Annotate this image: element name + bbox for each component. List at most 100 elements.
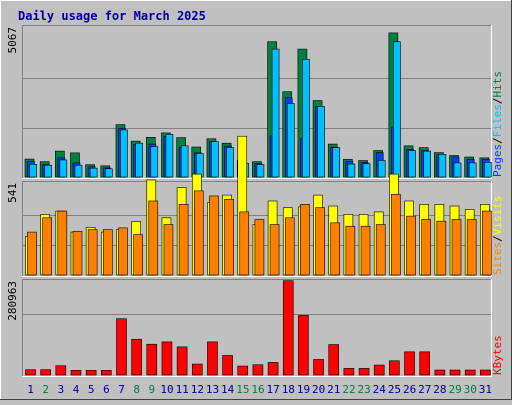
- day-label-5: 5: [88, 383, 95, 396]
- chart-title: Daily usage for March 2025: [18, 9, 206, 23]
- kbytes-bar-day-5: [85, 370, 97, 376]
- day-label-29: 29: [448, 383, 461, 396]
- top-legend: Pages/Files/Hits: [491, 71, 504, 177]
- files-bar-day-9: [150, 146, 159, 178]
- sites-bar-day-11: [178, 204, 189, 276]
- sites-bar-day-2: [42, 217, 52, 276]
- sites-bar-day-6: [103, 229, 113, 276]
- day-label-13: 13: [206, 383, 219, 396]
- kbytes-bar-day-21: [328, 344, 340, 376]
- kbytes-bar-day-29: [449, 369, 461, 376]
- day-label-2: 2: [42, 383, 49, 396]
- bot-legend-kbytes: KBytes: [491, 335, 504, 375]
- files-bar-day-5: [89, 167, 98, 178]
- kbytes-bar-day-7: [116, 318, 127, 376]
- kbytes-bar-day-20: [313, 359, 324, 376]
- sites-bar-day-26: [406, 215, 416, 276]
- kbytes-bar-day-25: [389, 360, 400, 376]
- kbytes-bar-day-24: [373, 364, 385, 376]
- sites-bar-day-22: [345, 225, 356, 276]
- files-bar-day-16: [256, 164, 265, 178]
- top-legend-pages: Pages: [491, 144, 504, 177]
- files-bar-day-14: [226, 147, 234, 178]
- kbytes-bar-day-31: [480, 369, 491, 376]
- day-axis-labels: 1 2 3 4 5 6 7 8 9 10 11 12 13 14 15 16 17 18 19 20 21 22 23 24 2…: [27, 383, 492, 396]
- kbytes-bar-day-16: [252, 364, 264, 376]
- day-label-20: 20: [312, 383, 325, 396]
- sites-bar-day-24: [375, 224, 386, 276]
- kbytes-bar-day-28: [434, 369, 446, 376]
- files-bar-day-20: [317, 106, 325, 178]
- files-bar-day-7: [120, 129, 128, 178]
- sites-bar-day-28: [436, 220, 447, 276]
- day-label-22: 22: [342, 383, 355, 396]
- sites-bar-day-10: [163, 224, 174, 276]
- sites-bar-day-18: [284, 217, 295, 276]
- top-bars: [24, 32, 492, 178]
- sites-bar-day-9: [148, 200, 159, 276]
- files-bar-day-13: [211, 141, 219, 178]
- kbytes-bar-day-13: [207, 341, 218, 376]
- sites-bar-day-13: [209, 195, 219, 276]
- files-bar-day-3: [59, 159, 68, 178]
- sites-bar-day-19: [300, 204, 310, 276]
- files-bar-day-1: [29, 164, 37, 178]
- day-label-6: 6: [103, 383, 110, 396]
- top-legend-separator: /: [491, 98, 504, 105]
- kbytes-bar-day-3: [55, 365, 67, 376]
- day-label-17: 17: [267, 383, 280, 396]
- mid-bars: [25, 135, 492, 276]
- kbytes-bar-day-4: [70, 370, 82, 376]
- files-bar-day-25: [393, 41, 401, 178]
- files-bar-day-18: [286, 103, 295, 178]
- kbytes-bar-day-10: [161, 341, 173, 376]
- day-label-9: 9: [149, 383, 156, 396]
- sites-bar-day-4: [72, 230, 83, 276]
- files-bar-day-21: [332, 147, 341, 178]
- files-bar-day-31: [484, 161, 492, 178]
- kbytes-bar-day-23: [358, 368, 370, 376]
- panels: 5067Pages/Files/Hits541Sites/Visits28096…: [6, 25, 504, 377]
- sites-bar-day-7: [118, 227, 128, 276]
- mid-legend: Sites/Visits: [491, 196, 504, 276]
- kbytes-bar-day-30: [464, 369, 476, 376]
- day-label-15: 15: [236, 383, 249, 396]
- sites-bar-day-3: [57, 210, 68, 276]
- files-bar-day-6: [105, 168, 113, 178]
- files-bar-day-17: [271, 48, 280, 178]
- sites-bar-day-27: [421, 219, 431, 276]
- mid-legend-sites: Sites: [491, 242, 504, 275]
- files-bar-day-30: [468, 162, 477, 178]
- day-label-3: 3: [58, 383, 65, 396]
- files-bar-day-29: [453, 162, 462, 178]
- day-label-21: 21: [327, 383, 340, 396]
- files-bar-day-10: [165, 134, 174, 178]
- kbytes-bar-day-22: [343, 368, 355, 376]
- top-ymax-label: 5067: [6, 27, 19, 54]
- mid-ymax-label: 541: [6, 183, 19, 203]
- files-bar-day-23: [362, 163, 371, 178]
- day-label-12: 12: [191, 383, 204, 396]
- kbytes-bar-day-1: [25, 369, 36, 376]
- day-label-4: 4: [73, 383, 80, 396]
- bot-ymax-label: 280963: [6, 281, 19, 321]
- kbytes-bar-day-27: [419, 351, 430, 376]
- bot-bars: [25, 280, 491, 376]
- sites-bar-day-12: [193, 190, 204, 276]
- day-label-18: 18: [282, 383, 295, 396]
- files-bar-day-22: [347, 163, 356, 178]
- day-label-14: 14: [221, 383, 235, 396]
- day-label-30: 30: [464, 383, 477, 396]
- kbytes-bar-day-17: [267, 362, 279, 376]
- kbytes-bar-day-19: [298, 315, 309, 376]
- bot-panel: 280963 KBytes: [6, 279, 504, 377]
- sites-bar-day-25: [391, 193, 401, 276]
- files-bar-day-19: [302, 59, 310, 178]
- files-bar-day-11: [180, 145, 189, 178]
- sites-bar-day-8: [133, 234, 143, 276]
- mid-legend-visits: Visits: [491, 196, 504, 236]
- day-label-24: 24: [373, 383, 387, 396]
